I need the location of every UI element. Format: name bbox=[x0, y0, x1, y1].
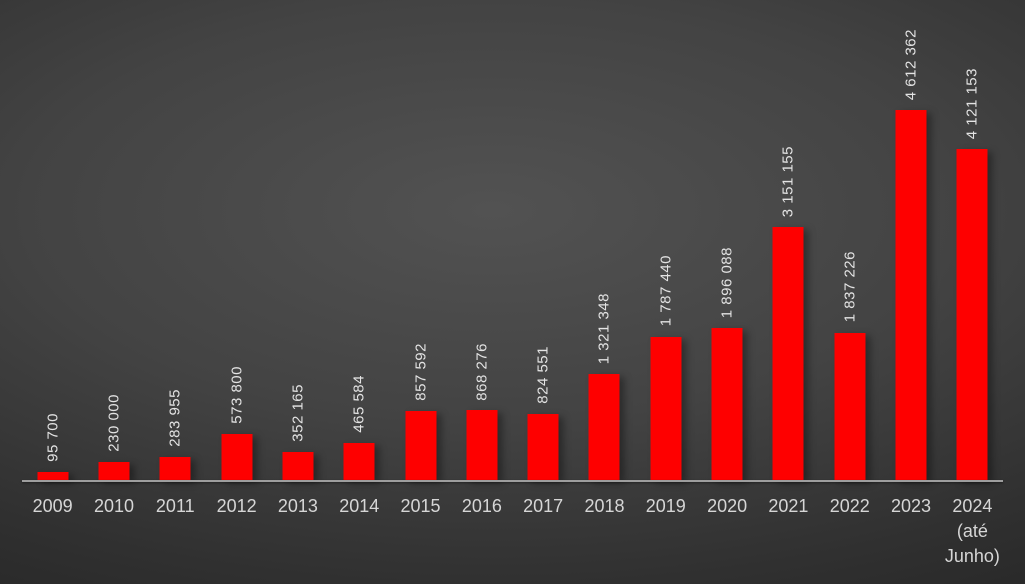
bar-column-2013: 352 165 bbox=[267, 0, 328, 480]
bar-2020 bbox=[711, 327, 743, 480]
bar-value-label: 283 955 bbox=[166, 389, 184, 448]
bar-2016 bbox=[466, 410, 498, 480]
x-axis-tick-label-2022: 2022 bbox=[829, 496, 870, 516]
x-axis-tick-label-2024: 2024 (até Junho) bbox=[944, 496, 1000, 566]
bar-2012 bbox=[221, 434, 253, 480]
bar-value-label: 857 592 bbox=[412, 343, 430, 402]
x-axis-tick-label-2020: 2020 bbox=[707, 496, 748, 516]
bar-column-2022: 1 837 226 bbox=[819, 0, 880, 480]
bar-column-2021: 3 151 155 bbox=[758, 0, 819, 480]
bar-column-2024: 4 121 153 bbox=[942, 0, 1003, 480]
bar-value-label: 95 700 bbox=[44, 413, 62, 463]
bar-column-2015: 857 592 bbox=[390, 0, 451, 480]
bar-column-2012: 573 800 bbox=[206, 0, 267, 480]
bar-column-2010: 230 000 bbox=[83, 0, 144, 480]
bar-2017 bbox=[527, 413, 559, 480]
bar-2015 bbox=[405, 411, 437, 480]
x-axis-tick-label-2010: 2010 bbox=[93, 496, 134, 516]
x-axis-tick-label-2015: 2015 bbox=[400, 496, 441, 516]
bar-column-2023: 4 612 362 bbox=[880, 0, 941, 480]
x-axis-tick-label-2016: 2016 bbox=[461, 496, 502, 516]
bar-2023 bbox=[895, 110, 927, 480]
bar-value-label: 3 151 155 bbox=[779, 145, 797, 218]
x-axis-tick-label-2021: 2021 bbox=[768, 496, 809, 516]
bar-2011 bbox=[159, 457, 191, 480]
x-axis-tick-label-2013: 2013 bbox=[277, 496, 318, 516]
x-axis-line bbox=[22, 480, 1003, 482]
x-axis-tick-label-2012: 2012 bbox=[216, 496, 257, 516]
bar-2010 bbox=[98, 461, 130, 480]
bar-column-2011: 283 955 bbox=[145, 0, 206, 480]
bar-value-label: 1 837 226 bbox=[841, 251, 859, 323]
bar-value-label: 868 276 bbox=[473, 342, 491, 401]
bar-column-2009: 95 700 bbox=[22, 0, 83, 480]
x-axis-tick-label-2017: 2017 bbox=[523, 496, 564, 516]
bar-series: 95 700 230 000 283 955 573 800 352 165 465 58… bbox=[22, 0, 1003, 480]
bar-2009 bbox=[37, 472, 69, 480]
bar-value-label: 1 896 088 bbox=[718, 246, 736, 318]
bar-column-2014: 465 584 bbox=[329, 0, 390, 480]
bar-2022 bbox=[834, 332, 866, 480]
bar-column-2017: 824 551 bbox=[513, 0, 574, 480]
x-axis-labels: 2009 2010 2011 2012 2013 2014 2015 2016 2017 2018… bbox=[22, 494, 1003, 569]
bar-value-label: 1 321 348 bbox=[595, 292, 613, 364]
x-axis-tick-label-2011: 2011 bbox=[155, 496, 195, 516]
x-axis-tick-label-2009: 2009 bbox=[32, 496, 73, 516]
bar-column-2016: 868 276 bbox=[451, 0, 512, 480]
bar-value-label: 352 165 bbox=[289, 383, 307, 442]
bar-value-label: 230 000 bbox=[105, 393, 123, 452]
bar-2021 bbox=[772, 227, 804, 480]
bar-value-label: 1 787 440 bbox=[657, 255, 675, 327]
x-axis-tick-label-2019: 2019 bbox=[645, 496, 686, 516]
bar-value-label: 4 612 362 bbox=[902, 28, 920, 100]
bar-value-label: 4 121 153 bbox=[963, 68, 981, 140]
bar-column-2019: 1 787 440 bbox=[635, 0, 696, 480]
bar-column-2018: 1 321 348 bbox=[574, 0, 635, 480]
x-axis-tick-label-2018: 2018 bbox=[584, 496, 625, 516]
bar-2013 bbox=[282, 451, 314, 480]
bar-2018 bbox=[588, 374, 620, 480]
bar-value-label: 465 584 bbox=[350, 374, 368, 433]
bar-2014 bbox=[343, 442, 375, 480]
bar-value-label: 824 551 bbox=[534, 346, 552, 404]
x-axis-tick-label-2014: 2014 bbox=[339, 496, 380, 516]
bar-2024 bbox=[956, 149, 988, 480]
bar-value-label: 573 800 bbox=[228, 366, 246, 424]
bar-column-2020: 1 896 088 bbox=[696, 0, 757, 480]
bar-2019 bbox=[650, 336, 682, 480]
x-axis-tick-label-2023: 2023 bbox=[891, 496, 932, 516]
